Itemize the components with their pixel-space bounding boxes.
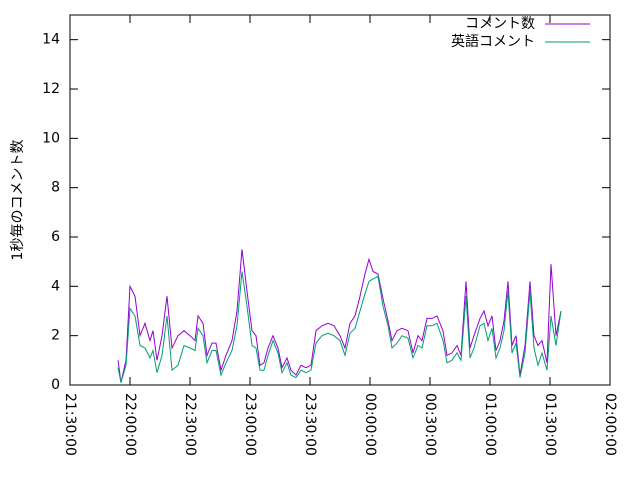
x-tick-label: 01:00:00: [482, 393, 498, 456]
x-tick-label: 00:00:00: [362, 393, 378, 456]
y-tick-label: 2: [51, 328, 60, 344]
x-tick-label: 22:00:00: [122, 393, 138, 456]
y-tick-label: 14: [42, 32, 60, 48]
y-axis-label: 1秒毎のコメント数: [10, 140, 26, 261]
x-tick-label: 21:30:00: [62, 393, 78, 456]
x-tick-label: 02:00:00: [602, 393, 618, 456]
x-tick-label: 22:30:00: [182, 393, 198, 456]
series-line: [117, 271, 562, 383]
y-tick-label: 10: [42, 130, 60, 146]
x-tick-label: 23:00:00: [242, 393, 258, 456]
x-tick-label: 23:30:00: [302, 393, 318, 456]
y-tick-label: 0: [51, 377, 60, 393]
y-tick-label: 8: [51, 180, 60, 196]
legend-label: コメント数: [465, 16, 535, 32]
x-tick-label: 01:30:00: [542, 393, 558, 456]
x-tick-label: 00:30:00: [422, 393, 438, 456]
y-tick-label: 12: [42, 81, 60, 97]
legend-label: 英語コメント: [451, 33, 535, 50]
plot-frame: [69, 14, 611, 386]
y-tick-label: 4: [51, 278, 60, 294]
series-line: [117, 249, 562, 383]
y-tick-label: 6: [51, 229, 60, 245]
